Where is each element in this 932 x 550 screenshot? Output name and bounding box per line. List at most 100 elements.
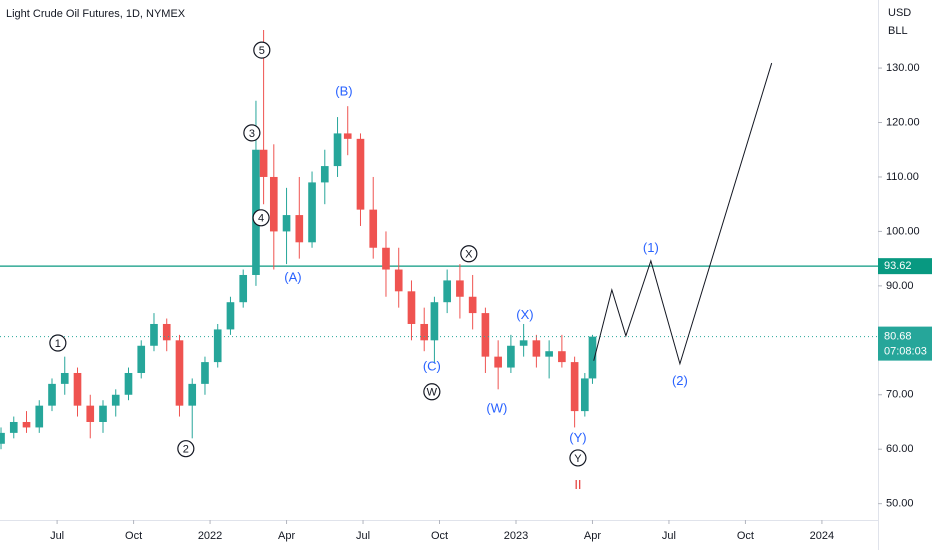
x-tick-label: Apr bbox=[584, 530, 601, 542]
wave-label: 2 bbox=[183, 444, 189, 456]
x-tick-label: Oct bbox=[431, 530, 448, 542]
wave-label: W bbox=[427, 387, 438, 399]
candle-body bbox=[558, 351, 566, 363]
candle-body bbox=[201, 362, 209, 384]
candle-body bbox=[420, 323, 429, 341]
candle-body bbox=[519, 340, 528, 346]
candle-body bbox=[35, 405, 44, 428]
candle-body bbox=[394, 269, 403, 292]
candle-body bbox=[175, 340, 184, 406]
y-tick-label: 130.00 bbox=[886, 62, 920, 74]
wave-label: (W) bbox=[486, 400, 507, 415]
candle-body bbox=[507, 345, 515, 368]
candle-body bbox=[60, 372, 69, 384]
candle-body bbox=[239, 274, 248, 303]
candle-body bbox=[295, 215, 304, 243]
y-tick-label: 60.00 bbox=[886, 443, 914, 455]
candle-body bbox=[320, 166, 329, 183]
candle-body bbox=[22, 421, 31, 428]
wave-label: II bbox=[574, 477, 581, 492]
x-tick-label: Oct bbox=[737, 530, 754, 542]
x-tick-label: 2022 bbox=[198, 530, 222, 542]
y-tick-label: 110.00 bbox=[886, 171, 919, 183]
candle-body bbox=[9, 421, 18, 433]
y-tick-label: 120.00 bbox=[886, 116, 920, 128]
x-tick-label: Jul bbox=[356, 530, 370, 542]
candle-body bbox=[162, 323, 171, 341]
candle-body bbox=[308, 182, 316, 243]
wave-label: 1 bbox=[55, 338, 61, 350]
candle-body bbox=[430, 302, 439, 341]
y-tick-label: 90.00 bbox=[886, 280, 914, 292]
candle-body bbox=[48, 383, 56, 406]
candle-body bbox=[343, 133, 352, 139]
countdown-label: 07:08:03 bbox=[884, 346, 927, 358]
x-tick-label: 2024 bbox=[810, 530, 834, 542]
y-tick-label: 100.00 bbox=[886, 225, 920, 237]
candle-body bbox=[99, 405, 107, 422]
candle-body bbox=[86, 405, 95, 422]
candle-body bbox=[188, 383, 197, 406]
wave-label: (2) bbox=[672, 373, 688, 388]
candle-body bbox=[124, 372, 133, 395]
candle-body bbox=[545, 351, 553, 357]
candle-body bbox=[580, 378, 589, 412]
candle-body bbox=[570, 362, 579, 412]
x-tick-label: Jul bbox=[662, 530, 676, 542]
wave-label-circle bbox=[49, 334, 67, 352]
wave-label-circle bbox=[460, 245, 478, 263]
candle-body bbox=[532, 340, 541, 357]
candle-body bbox=[588, 336, 597, 379]
candle-body bbox=[356, 138, 365, 210]
x-tick-label: Apr bbox=[278, 530, 295, 542]
candle-body bbox=[269, 176, 278, 232]
wave-label: (C) bbox=[423, 358, 441, 373]
last-price-label: 80.68 bbox=[884, 331, 912, 343]
wave-label: (B) bbox=[335, 83, 352, 98]
wave-label: (1) bbox=[643, 240, 659, 255]
candle-body bbox=[456, 280, 464, 297]
wave-label-circle bbox=[177, 440, 195, 458]
candle-body bbox=[382, 247, 390, 270]
candle-body bbox=[494, 356, 502, 368]
x-tick-label: Jul bbox=[50, 530, 64, 542]
candle-body bbox=[259, 149, 268, 177]
wave-label: 4 bbox=[258, 213, 264, 225]
wave-label-circle bbox=[243, 124, 261, 142]
candle-body bbox=[111, 394, 120, 406]
wave-label-circle bbox=[569, 449, 587, 467]
last-price-box bbox=[878, 326, 932, 361]
candle-body bbox=[226, 302, 235, 330]
y-tick-label: 70.00 bbox=[886, 389, 914, 401]
wave-label: X bbox=[465, 249, 473, 261]
wave-label-circle bbox=[253, 41, 271, 59]
candle-body bbox=[0, 432, 5, 444]
candle-body bbox=[282, 215, 291, 232]
x-tick-label: Oct bbox=[125, 530, 142, 542]
x-tick-label: 2023 bbox=[504, 530, 528, 542]
candle-body bbox=[213, 329, 222, 363]
candle-body bbox=[73, 372, 82, 406]
wave-label: (X) bbox=[516, 307, 533, 322]
wave-label: 5 bbox=[259, 45, 265, 57]
horizontal-line-box bbox=[878, 258, 932, 275]
y-tick-label: 50.00 bbox=[886, 498, 914, 510]
projection-line bbox=[593, 62, 773, 366]
candle-body bbox=[137, 345, 146, 373]
wave-label: Y bbox=[574, 453, 582, 465]
wave-label: (A) bbox=[284, 269, 301, 284]
wave-label: (Y) bbox=[569, 430, 586, 445]
candle-body bbox=[407, 291, 416, 324]
candle-body bbox=[443, 280, 451, 303]
wave-label: 3 bbox=[249, 128, 255, 140]
horizontal-line-label: 93.62 bbox=[884, 260, 912, 272]
candle-body bbox=[333, 133, 342, 167]
currency: USD bbox=[888, 7, 911, 19]
unit: BLL bbox=[888, 25, 908, 37]
candle-body bbox=[468, 296, 477, 314]
wave-label-circle bbox=[252, 209, 270, 227]
wave-label-circle bbox=[423, 383, 441, 401]
candle-body bbox=[150, 323, 158, 346]
